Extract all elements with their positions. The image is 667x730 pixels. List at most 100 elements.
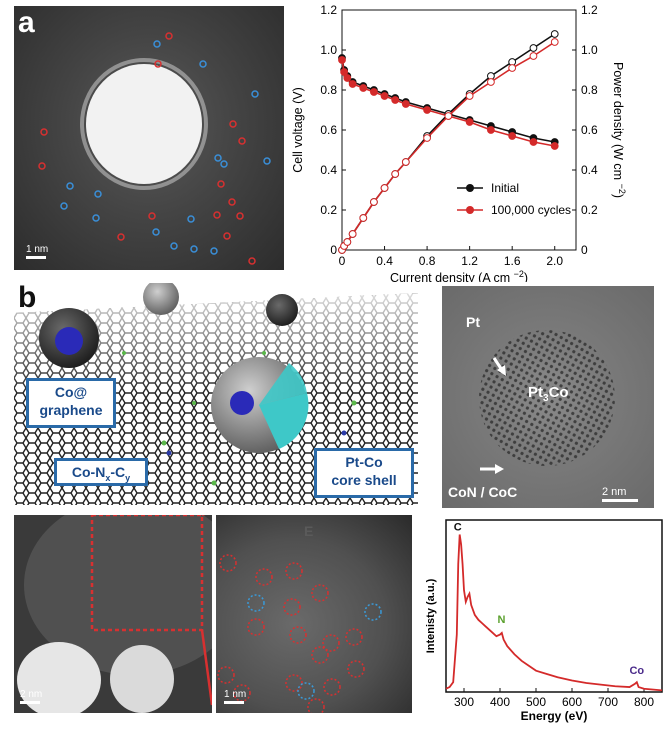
y2-tick-label: 0.8 [581, 83, 598, 97]
zoom-region-box [90, 515, 204, 632]
polarization-chart: 0 0.4 0.8 1.2 1.6 2.0 0 0.2 0.4 0.6 0.8 1.0 1.2 0 0.2 0… [291, 3, 627, 282]
nanoparticle [86, 64, 202, 184]
x-tick-label: 800 [634, 695, 654, 709]
series-line [341, 59, 555, 147]
x-tick-label: 0.4 [376, 254, 393, 268]
y-axis-label: Intenisty (a.u.) [425, 578, 437, 653]
callout-pt-co-line2: core shell [331, 472, 397, 488]
label-pt3co-sub: 3 [543, 393, 549, 404]
tem-scalebar-bar [602, 499, 638, 502]
label-pt3co: Pt3Co [528, 384, 569, 404]
data-point [348, 80, 357, 88]
eels-chart: 300 400 500 600 700 800 Energy (eV) Intenisty (… [425, 519, 663, 723]
data-point [550, 30, 559, 38]
legend-marker [466, 184, 474, 192]
data-point [359, 84, 368, 92]
x-axis-label-sup: −2 [514, 269, 524, 279]
label-pt3co-co: Co [548, 384, 569, 401]
scalebar-bar [26, 256, 46, 259]
label-con-coc: CoN / CoC [448, 484, 518, 500]
x-tick-label: 1.6 [504, 254, 521, 268]
x-tick-label: 400 [490, 695, 510, 709]
y2-tick-label: 0 [581, 243, 588, 257]
panel-b-letter: b [18, 283, 37, 314]
haadf-right-atoms [217, 554, 382, 713]
series-line [341, 33, 556, 251]
legend-marker [466, 206, 474, 214]
callout-sub-y: y [125, 472, 131, 483]
x-tick-label: 0 [339, 254, 346, 268]
y2-tick-label: 0.2 [581, 203, 598, 217]
x-tick-label: 1.2 [461, 254, 478, 268]
data-point [401, 100, 410, 108]
y-tick-label: 0.2 [320, 203, 337, 217]
series-line [341, 41, 556, 251]
y2-tick-label: 1.0 [581, 43, 598, 57]
callout-c: -C [110, 464, 126, 480]
legend-label: Initial [491, 181, 519, 195]
callout-pt-co-line1: Pt-Co [345, 454, 383, 470]
series-line [341, 57, 555, 143]
x-tick-label: 500 [526, 695, 546, 709]
data-point [370, 198, 378, 206]
y2-axis-label-end: ) [611, 194, 625, 198]
haadf-right-scalebar-bar [224, 701, 244, 704]
data-point [550, 38, 559, 46]
label-pt3co-pt: Pt [528, 384, 543, 401]
label-pt: Pt [466, 314, 480, 330]
eels-spectrum-line [445, 534, 663, 692]
callout-co-nx-cy: Co-Nx-Cy [54, 458, 148, 486]
data-point [444, 112, 453, 120]
x-axis-label-text: Current density (A cm [390, 271, 514, 282]
data-point [391, 96, 400, 104]
haadf-right-image: E 1 nm [216, 515, 412, 713]
data-point [508, 132, 517, 140]
y2-axis-label: Power density (W cm −2) [611, 62, 627, 198]
haadf-right-scalebar-label: 1 nm [224, 689, 247, 700]
haadf-left-scalebar-label: 2 nm [20, 689, 43, 700]
x-tick-label: 600 [562, 695, 582, 709]
y2-tick-label: 1.2 [581, 3, 598, 17]
data-point [529, 52, 538, 60]
callout-co-graphene: Co@ graphene [26, 378, 116, 428]
annotation-c: C [454, 522, 462, 534]
callout-co-n: Co-N [71, 464, 106, 480]
tem-scalebar-label: 2 nm [602, 486, 627, 498]
blue-circled-atoms [60, 40, 271, 255]
panel-a-scalebar: 1 nm [26, 244, 48, 259]
y-axis-label: Cell voltage (V) [291, 87, 305, 172]
data-point [401, 158, 410, 166]
data-point [359, 214, 368, 222]
x-axis-label: Current density (A cm −2) [390, 269, 528, 282]
callout-sub-x: x [105, 472, 111, 483]
tem-image: Pt Pt3Co CoN / CoC 2 nm [442, 286, 654, 508]
y2-axis-label-sup: −2 [617, 184, 627, 194]
callout-pt-co: Pt-Co core shell [314, 448, 414, 498]
x-tick-label: 2.0 [546, 254, 563, 268]
x-tick-label: 700 [598, 695, 618, 709]
haadf-right-letter: E [304, 523, 314, 539]
haadf-left-image: 2 nm [14, 515, 212, 713]
data-point [423, 134, 431, 142]
y-tick-label: 1.0 [320, 43, 337, 57]
y-tick-label: 0.6 [320, 123, 337, 137]
y-tick-label: 0.8 [320, 83, 337, 97]
y2-tick-label: 0.4 [581, 163, 598, 177]
x-tick-label: 0.8 [419, 254, 436, 268]
tem-scalebar: 2 nm [602, 486, 638, 502]
y-tick-label: 1.2 [320, 3, 337, 17]
data-point [487, 126, 495, 134]
x-axis-label-end: ) [524, 271, 528, 282]
plot-frame [445, 519, 663, 693]
data-point [423, 106, 431, 114]
data-point [508, 64, 517, 72]
data-point [338, 56, 346, 64]
data-point [370, 88, 378, 96]
y-tick-label: 0.4 [320, 163, 337, 177]
data-point [380, 92, 389, 100]
data-point [529, 44, 538, 52]
data-point [465, 118, 474, 126]
y2-axis-label-text: Power density (W cm [611, 62, 625, 184]
y2-tick-label: 0.6 [581, 123, 598, 137]
x-axis-label: Energy (eV) [521, 709, 588, 723]
